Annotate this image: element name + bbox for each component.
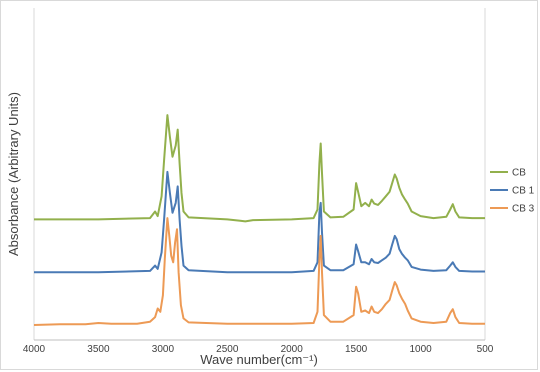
x-tick-label: 4000 [23,344,46,355]
legend: CB CB 1 CB 3 [490,168,535,215]
x-tick-label: 1500 [345,344,368,355]
x-tick-label: 500 [477,344,494,355]
y-axis-label: Absorbance (Arbitrary Units) [6,92,21,256]
x-tick-label: 2500 [216,344,239,355]
legend-label-3: CB 3 [512,204,535,215]
series-layer [33,114,485,326]
series-line-2 [34,170,485,274]
x-tick-label: 2000 [281,344,304,355]
x-tick-label: 3500 [87,344,110,355]
x-tick-label: 1000 [409,344,432,355]
x-tick-labels: 4000 3500 3000 2500 2000 1500 1000 500 [23,344,494,355]
x-axis-label: Wave number(cm⁻¹) [200,352,318,367]
series-line-3 [33,217,485,326]
legend-label-1: CB [512,168,526,179]
x-tick-label: 3000 [152,344,175,355]
series-line-1 [34,114,485,223]
legend-label-2: CB 1 [512,186,535,197]
